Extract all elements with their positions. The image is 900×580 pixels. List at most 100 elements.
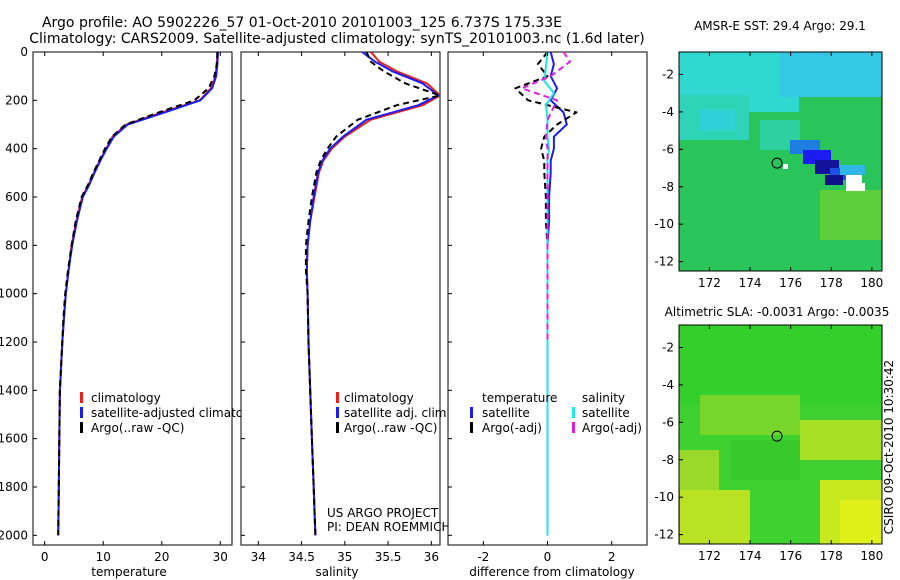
x-tick-label: 2 [608, 550, 616, 564]
sst-map-yticks: -2 -4 -6 -8 -10 -12 [654, 67, 683, 269]
sla-map-title: Altimetric SLA: -0.0031 Argo: -0.0035 [665, 305, 890, 319]
y-tick-label: -6 [662, 142, 674, 156]
y-tick-label: -8 [662, 180, 674, 194]
sst-argo-location-marker [771, 157, 783, 169]
sla-map-yticks: -2 -4 -6 -8 -10 -12 [654, 340, 683, 542]
sla-green-center [730, 440, 800, 480]
sst-map-frame [678, 51, 883, 272]
x-tick-label: 20 [154, 550, 169, 564]
legend-label-sal-argo: Argo(-adj) [582, 421, 642, 435]
x-tick-label: 172 [698, 276, 721, 290]
x-tick-label: 10 [96, 550, 111, 564]
sla-map-field [679, 325, 882, 544]
legend-swatch-sal-argo [572, 422, 575, 433]
x-tick-label: 35 [337, 550, 352, 564]
y-tick-label: 1800 [0, 480, 28, 494]
project-annotation-line-1: US ARGO PROJECT [327, 506, 439, 520]
y-tick-label: 200 [5, 93, 28, 107]
legend-label-sal-satellite: satellite [582, 406, 630, 420]
series-line-salinity-argo-adj- [520, 52, 571, 342]
series-line-argo-raw-qc- [304, 52, 440, 536]
sla-map-panel: Altimetric SLA: -0.0031 Argo: -0.0035 -2… [654, 305, 889, 563]
legend-swatch-temp-satellite [470, 407, 473, 418]
x-tick-label: 178 [820, 276, 843, 290]
difference-panel: -2 0 2 difference from climatology tempera… [447, 51, 648, 579]
legend-header-salinity: salinity [582, 391, 625, 405]
y-tick-label: -4 [662, 378, 674, 392]
sst-map-field [679, 52, 882, 271]
sst-cyan-region-northeast [780, 52, 882, 97]
x-tick-label: 34 [251, 550, 266, 564]
legend-label-argo-raw: Argo(..raw -QC) [91, 421, 184, 435]
salinity-panel: 34 34.5 35 35.5 36 salinity climatology sate… [240, 51, 450, 579]
sla-green-north [679, 325, 882, 405]
x-tick-label: 180 [860, 549, 883, 563]
temperature-xticks: 0 10 20 30 [41, 52, 228, 564]
series-line-argo-raw-qc- [57, 52, 219, 536]
y-tick-label: -10 [654, 217, 674, 231]
x-tick-label: 176 [779, 549, 802, 563]
legend-label-climatology: climatology [91, 391, 161, 405]
temperature-panel: 0 200 400 600 800 1000 1200 1400 1600 1800 2000 0 1… [0, 45, 269, 579]
y-tick-label: 2000 [0, 528, 28, 542]
salinity-axes-frame [240, 51, 441, 546]
y-tick-label: 0 [20, 45, 28, 59]
x-tick-label: 0 [544, 550, 552, 564]
x-tick-label: 178 [820, 549, 843, 563]
sst-yellowgreen-patch-east [820, 190, 882, 240]
x-tick-label: 176 [779, 276, 802, 290]
legend-swatch-satellite-adjusted [80, 407, 83, 418]
y-tick-label: -6 [662, 415, 674, 429]
salinity-lines [241, 52, 440, 536]
legend-swatch-temp-argo [470, 422, 473, 433]
legend-label-temp-argo: Argo(-adj) [482, 421, 542, 435]
x-tick-label: -2 [477, 550, 489, 564]
sst-teal-patch [700, 110, 735, 130]
legend-swatch-argo-raw [336, 422, 339, 433]
y-tick-label: -8 [662, 453, 674, 467]
y-tick-label: 400 [5, 142, 28, 156]
x-tick-label: 174 [739, 276, 762, 290]
temperature-yticks: 0 200 400 600 800 1000 1200 1400 1600 1800 2000 [0, 45, 37, 542]
sst-navy-tail [825, 175, 843, 185]
sst-map-panel: AMSR-E SST: 29.4 Argo: 29.1 -2-4-6-8-10-… [654, 19, 883, 290]
temperature-xlabel: temperature [91, 565, 166, 579]
y-tick-label: -4 [662, 105, 674, 119]
sla-map-xticks: 172 174 176 178 180 [698, 325, 883, 563]
x-tick-label: 180 [860, 276, 883, 290]
sla-argo-location-marker [771, 430, 783, 442]
title-line-2: Climatology: CARS2009. Satellite-adjuste… [29, 31, 644, 47]
salinity-legend: climatology satellite adj. clim. Argo(..… [336, 391, 450, 435]
sst-map-title: AMSR-E SST: 29.4 Argo: 29.1 [694, 19, 866, 33]
sst-missing-data-3 [783, 164, 788, 169]
difference-legend: temperature satellite Argo(-adj) salinit… [470, 391, 642, 435]
y-tick-label: 800 [5, 238, 28, 252]
sst-cyan-fringe [840, 165, 865, 175]
y-tick-label: -12 [654, 255, 674, 269]
sla-yellowgreen-west [679, 450, 719, 490]
legend-swatch-climatology [336, 392, 339, 403]
temperature-axes-frame [32, 51, 233, 546]
series-line-temperature-argo-adj- [514, 52, 578, 536]
salinity-xlabel: salinity [315, 565, 358, 579]
x-tick-label: 172 [698, 549, 721, 563]
temperature-legend: climatology satellite-adjusted climatolo… [80, 391, 269, 435]
legend-label-satellite-adjusted: satellite-adjusted climatology [91, 406, 269, 420]
sla-yellow-southwest [680, 490, 750, 544]
salinity-xticks: 34 34.5 35 35.5 36 [251, 52, 439, 564]
project-annotation-line-2: PI: DEAN ROEMMICH [327, 520, 450, 534]
y-tick-label: -2 [662, 340, 674, 354]
legend-swatch-satellite-adj [336, 407, 339, 418]
y-tick-label: 1200 [0, 335, 28, 349]
x-tick-label: 174 [739, 549, 762, 563]
series-line-satellite-adj-clim- [305, 52, 440, 536]
y-tick-label: -10 [654, 490, 674, 504]
sla-map-frame [678, 324, 883, 545]
difference-lines [448, 52, 578, 536]
sst-map-xticks: 172 174 176 178 180 [698, 52, 883, 290]
sst-missing-data-2 [855, 183, 865, 191]
legend-swatch-climatology [80, 392, 83, 403]
legend-header-temperature: temperature [482, 391, 557, 405]
side-label: CSIRO 09-Oct-2010 10:30:42 [882, 360, 896, 534]
